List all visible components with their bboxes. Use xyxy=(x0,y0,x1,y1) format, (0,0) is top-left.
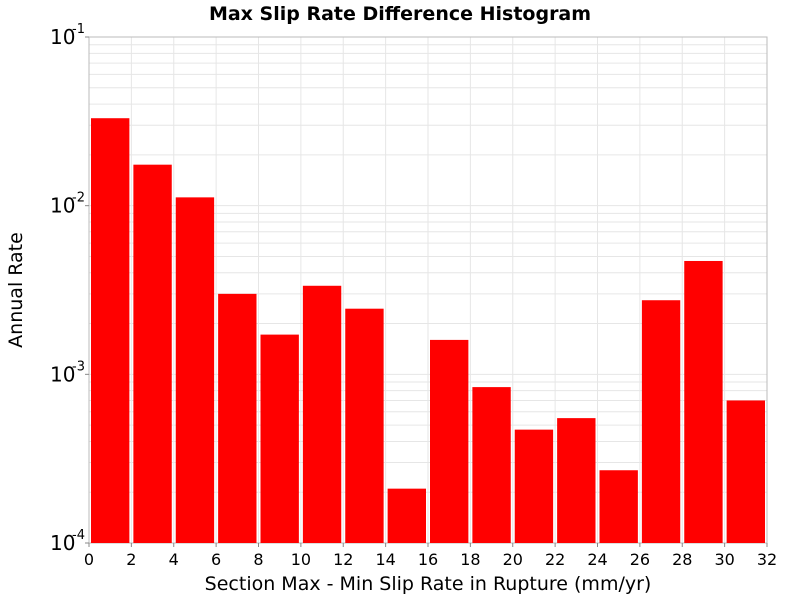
histogram-bar xyxy=(218,293,257,543)
bars xyxy=(91,118,765,544)
x-tick-label: 8 xyxy=(253,550,263,569)
histogram-bar xyxy=(641,300,681,543)
x-tick-label: 26 xyxy=(630,550,650,569)
x-tick-label: 30 xyxy=(714,550,734,569)
histogram-bar xyxy=(175,197,215,543)
x-axis-label: Section Max - Min Slip Rate in Rupture (… xyxy=(205,573,652,595)
histogram-bar xyxy=(726,400,765,543)
x-tick-label: 20 xyxy=(503,550,523,569)
x-tick-label: 0 xyxy=(84,550,94,569)
x-tick-label: 18 xyxy=(460,550,480,569)
x-tick-label: 22 xyxy=(545,550,565,569)
histogram-bar xyxy=(684,260,723,543)
y-tick-label: 10 xyxy=(50,362,75,386)
y-tick-exponent: -1 xyxy=(72,22,85,37)
x-tick-label: 24 xyxy=(587,550,607,569)
x-tick-label: 6 xyxy=(211,550,221,569)
histogram-bar xyxy=(387,488,426,543)
y-tick-label: 10 xyxy=(50,25,75,49)
y-axis-ticks: 10-110-210-310-4 xyxy=(50,22,89,555)
histogram-bar xyxy=(514,429,554,543)
histogram-bar xyxy=(557,418,596,543)
histogram-bar xyxy=(430,339,469,543)
x-tick-label: 28 xyxy=(672,550,692,569)
histogram-bar xyxy=(599,470,638,543)
histogram-bar xyxy=(472,387,511,543)
histogram-bar xyxy=(133,164,172,543)
y-tick-label: 10 xyxy=(50,531,75,555)
x-tick-label: 2 xyxy=(126,550,136,569)
histogram-bar xyxy=(345,308,384,543)
x-tick-label: 32 xyxy=(757,550,777,569)
x-axis-ticks: 0 2 4 6 8 10 12 14 16 18 20 22 24 26 28 30 32 xyxy=(84,543,777,569)
chart-title: Max Slip Rate Difference Histogram xyxy=(209,3,591,25)
y-tick-exponent: -3 xyxy=(72,359,85,374)
x-tick-label: 14 xyxy=(375,550,395,569)
histogram-bar xyxy=(260,334,299,543)
y-tick-exponent: -2 xyxy=(72,191,85,206)
x-tick-label: 10 xyxy=(291,550,311,569)
x-tick-label: 4 xyxy=(169,550,179,569)
y-axis-label: Annual Rate xyxy=(5,232,27,348)
histogram-bar xyxy=(91,118,130,544)
y-tick-exponent: -4 xyxy=(72,528,85,543)
x-tick-label: 12 xyxy=(333,550,353,569)
y-tick-label: 10 xyxy=(50,194,75,218)
x-tick-label: 16 xyxy=(418,550,438,569)
histogram-bar xyxy=(302,285,342,543)
